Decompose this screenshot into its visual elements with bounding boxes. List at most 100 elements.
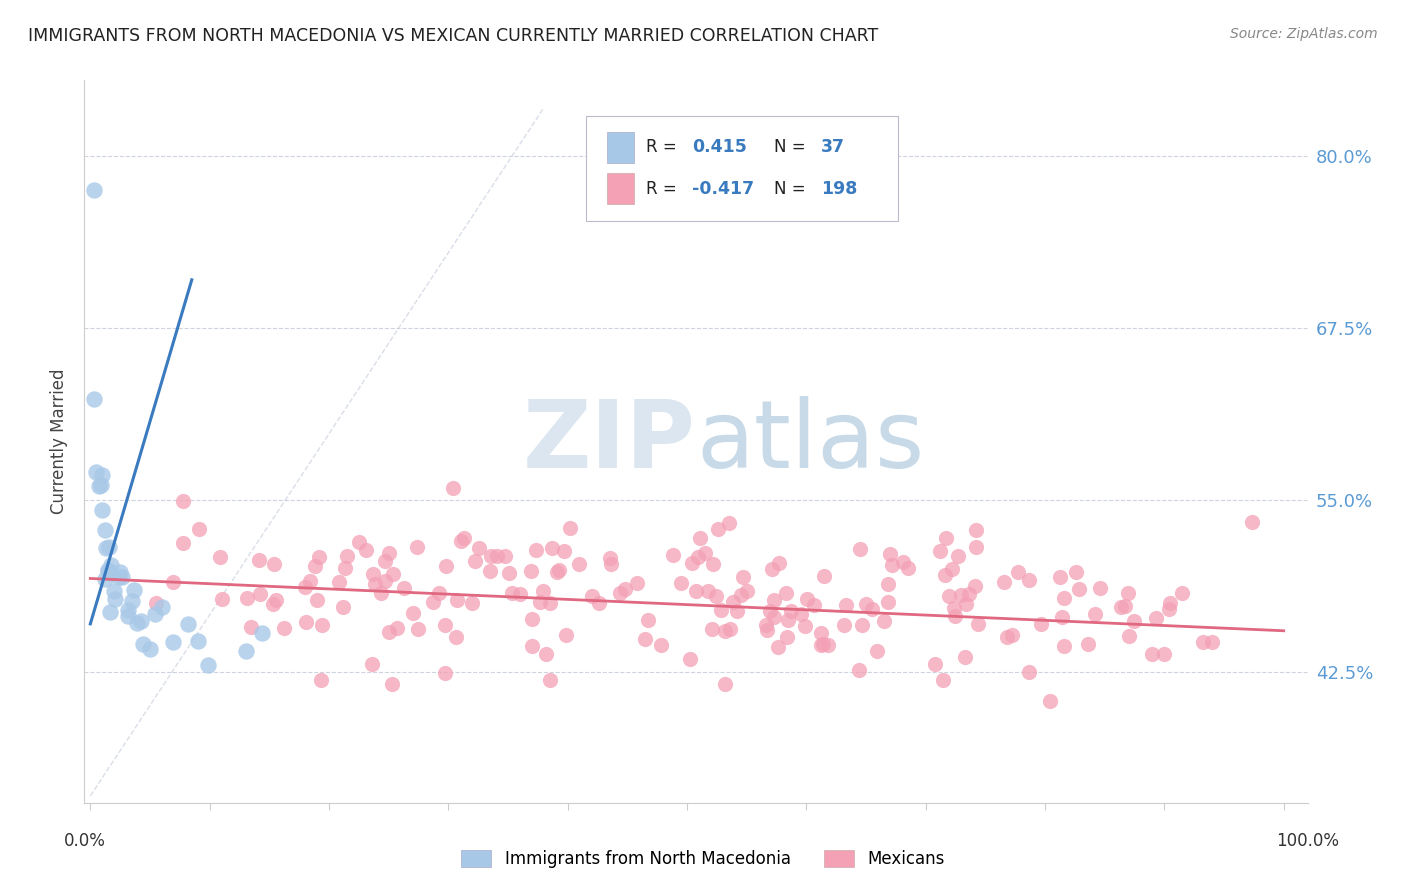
Point — [162, 635, 184, 649]
Point — [520, 564, 543, 578]
Point — [117, 609, 139, 624]
Text: N =: N = — [775, 138, 811, 156]
Point — [381, 677, 404, 691]
Point — [776, 613, 799, 627]
Point — [929, 544, 952, 558]
Point — [1118, 629, 1140, 643]
Point — [427, 585, 450, 599]
Point — [363, 567, 385, 582]
Point — [332, 600, 354, 615]
Point — [406, 540, 429, 554]
Point — [965, 541, 987, 555]
Point — [730, 588, 752, 602]
Text: 0.415: 0.415 — [692, 138, 747, 156]
Point — [735, 583, 758, 598]
Point — [211, 592, 233, 607]
Point — [208, 550, 231, 565]
Point — [633, 632, 655, 646]
Point — [733, 570, 755, 584]
Bar — [606, 173, 634, 204]
Point — [935, 531, 957, 545]
Point — [97, 565, 120, 579]
Point — [790, 607, 813, 621]
Point — [498, 566, 520, 580]
Point — [239, 620, 262, 634]
Point — [100, 558, 122, 572]
Text: R =: R = — [645, 138, 682, 156]
Point — [955, 597, 977, 611]
Point — [965, 579, 987, 593]
Point — [139, 641, 162, 656]
Point — [309, 673, 332, 687]
Point — [588, 596, 610, 610]
Text: -0.417: -0.417 — [692, 179, 755, 198]
Point — [756, 623, 779, 637]
Point — [172, 494, 194, 508]
Point — [1111, 599, 1133, 614]
Point — [520, 611, 543, 625]
Point — [848, 542, 870, 557]
Point — [855, 597, 877, 611]
Text: 198: 198 — [821, 179, 858, 198]
Point — [236, 591, 259, 605]
Point — [446, 592, 468, 607]
Point — [1052, 639, 1074, 653]
Point — [450, 533, 472, 548]
Point — [374, 554, 396, 568]
Point — [993, 574, 1015, 589]
Point — [83, 183, 105, 197]
Point — [1039, 693, 1062, 707]
Point — [177, 616, 200, 631]
Point — [308, 549, 330, 564]
Point — [714, 677, 737, 691]
Point — [97, 563, 120, 577]
Point — [91, 503, 114, 517]
Point — [84, 465, 107, 479]
Point — [702, 557, 724, 571]
Point — [294, 581, 316, 595]
Point — [1001, 628, 1024, 642]
Point — [143, 607, 166, 621]
Point — [387, 622, 409, 636]
Point — [704, 589, 727, 603]
Point — [273, 621, 295, 635]
Point — [197, 657, 219, 672]
Point — [810, 626, 832, 640]
Point — [938, 589, 960, 603]
Point — [581, 589, 603, 603]
Text: 100.0%: 100.0% — [1277, 831, 1339, 850]
Point — [942, 601, 965, 615]
Point — [538, 596, 561, 610]
Point — [546, 565, 568, 579]
Point — [162, 575, 184, 590]
Point — [877, 577, 900, 591]
Point — [860, 601, 883, 615]
Point — [866, 644, 889, 658]
Point — [793, 619, 815, 633]
Point — [446, 630, 468, 644]
Point — [531, 584, 554, 599]
Text: IMMIGRANTS FROM NORTH MACEDONIA VS MEXICAN CURRENTLY MARRIED CORRELATION CHART: IMMIGRANTS FROM NORTH MACEDONIA VS MEXIC… — [28, 27, 879, 45]
Point — [406, 622, 429, 636]
Point — [966, 617, 988, 632]
Point — [761, 562, 783, 576]
Point — [554, 628, 576, 642]
Point — [1088, 581, 1111, 595]
Text: N =: N = — [775, 179, 811, 198]
Point — [725, 604, 748, 618]
Point — [813, 569, 835, 583]
Point — [111, 570, 134, 584]
Point — [696, 584, 718, 599]
Point — [1144, 611, 1167, 625]
Point — [479, 549, 502, 563]
Point — [520, 639, 543, 653]
Point — [378, 625, 401, 640]
Point — [534, 648, 557, 662]
Point — [461, 596, 484, 610]
Point — [762, 593, 785, 607]
Point — [90, 477, 112, 491]
Point — [681, 556, 703, 570]
Point — [250, 626, 273, 640]
Point — [247, 553, 270, 567]
Point — [547, 562, 569, 576]
